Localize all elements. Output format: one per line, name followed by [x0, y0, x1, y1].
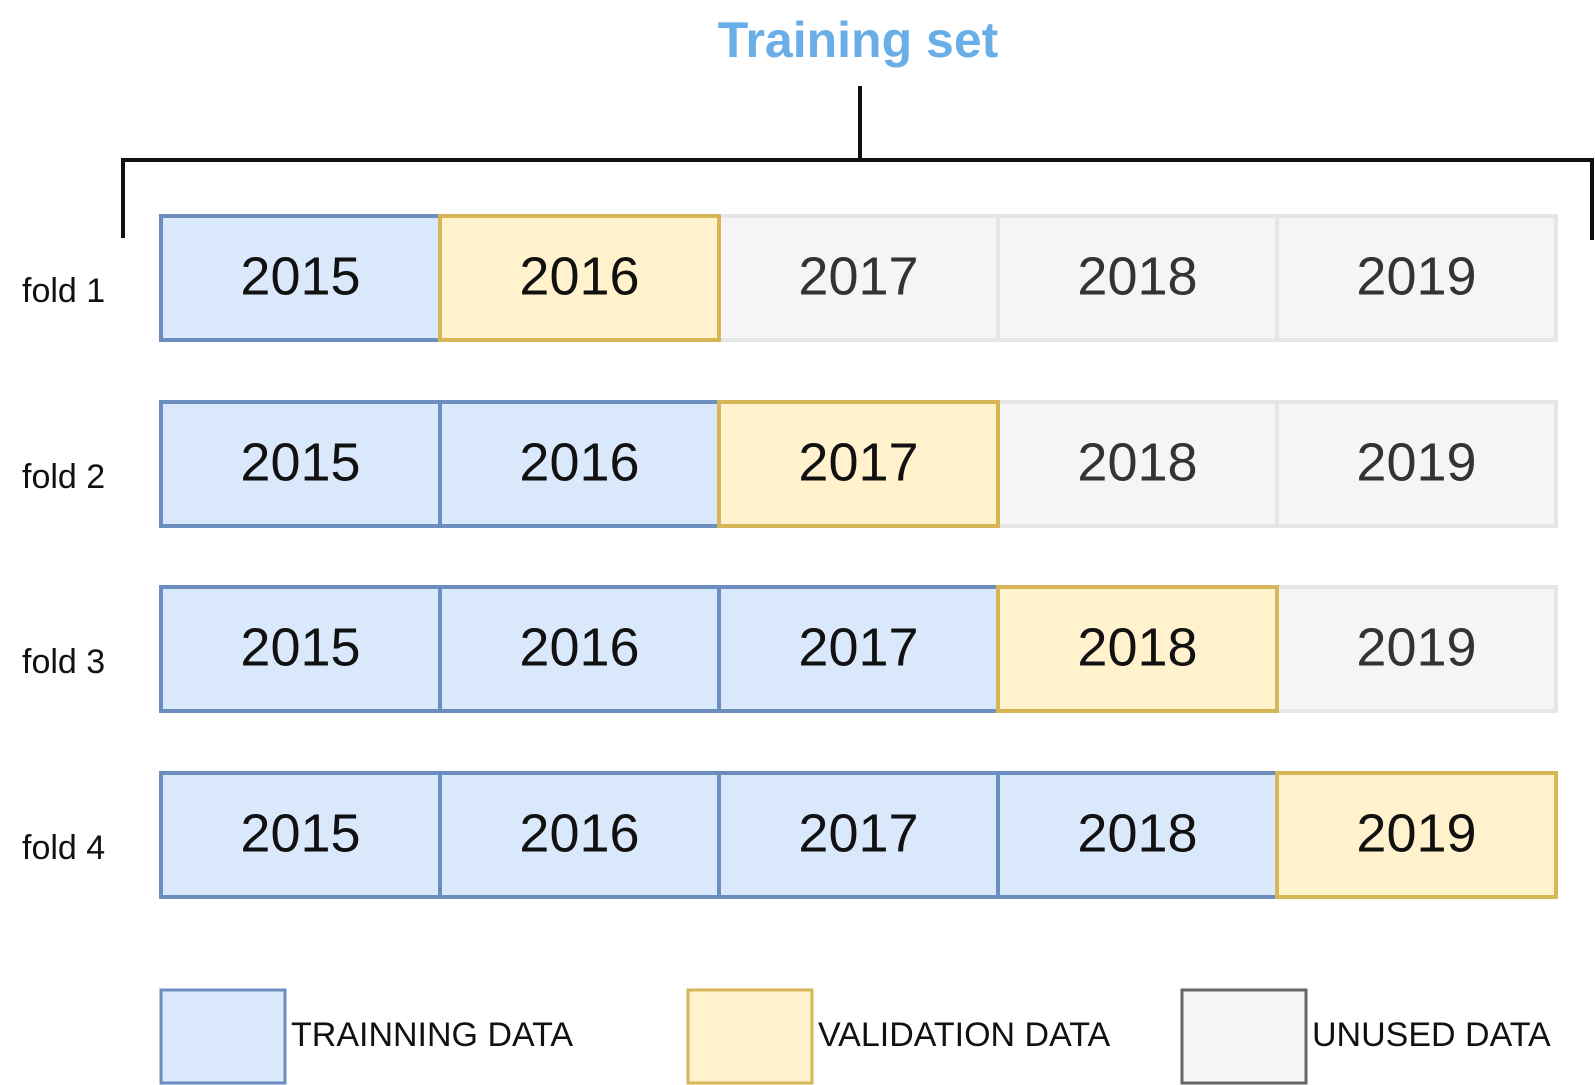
- cell-label: 2017: [798, 803, 918, 863]
- cell-label: 2019: [1356, 432, 1476, 492]
- legend-label: TRAINNING DATA: [291, 1016, 573, 1054]
- cell-label: 2016: [519, 246, 639, 306]
- cell: [159, 771, 442, 899]
- cell: [1275, 214, 1558, 342]
- cell: [1275, 585, 1558, 713]
- cell-label: 2016: [519, 803, 639, 863]
- cell-label: 2018: [1077, 246, 1197, 306]
- cell: [1275, 771, 1558, 899]
- cell: [996, 400, 1279, 528]
- cell: [996, 214, 1279, 342]
- legend-label: UNUSED DATA: [1312, 1016, 1551, 1054]
- bracket: [121, 86, 1594, 240]
- cell-label: 2017: [798, 246, 918, 306]
- cell-label: 2019: [1356, 617, 1476, 677]
- cell-label: 2019: [1356, 803, 1476, 863]
- cell-label: 2016: [519, 432, 639, 492]
- cell-label: 2015: [240, 617, 360, 677]
- cell-label: 2018: [1077, 617, 1197, 677]
- cell-label: 2015: [240, 803, 360, 863]
- fold-label: fold 4: [22, 829, 105, 867]
- cell: [996, 585, 1279, 713]
- bracket-arm: [121, 158, 1594, 240]
- legend-swatch: [686, 988, 814, 1085]
- cell: [717, 585, 1000, 713]
- title: Training set: [718, 12, 999, 68]
- cell: [159, 214, 442, 342]
- cell: [717, 400, 1000, 528]
- legend-swatch: [1180, 988, 1308, 1085]
- cell-label: 2017: [798, 432, 918, 492]
- cell: [438, 400, 721, 528]
- fold-label: fold 1: [22, 272, 105, 310]
- cell-label: 2019: [1356, 246, 1476, 306]
- cell-label: 2015: [240, 246, 360, 306]
- cell: [159, 400, 442, 528]
- cell-label: 2018: [1077, 432, 1197, 492]
- fold-label: fold 3: [22, 643, 105, 681]
- cell: [438, 771, 721, 899]
- cell-label: 2018: [1077, 803, 1197, 863]
- cell: [159, 585, 442, 713]
- cell-label: 2015: [240, 432, 360, 492]
- cell: [1275, 400, 1558, 528]
- fold-label: fold 2: [22, 458, 105, 496]
- legend-swatch: [159, 988, 287, 1085]
- cell: [438, 214, 721, 342]
- cell-label: 2016: [519, 617, 639, 677]
- cell-label: 2017: [798, 617, 918, 677]
- legend-label: VALIDATION DATA: [818, 1016, 1111, 1054]
